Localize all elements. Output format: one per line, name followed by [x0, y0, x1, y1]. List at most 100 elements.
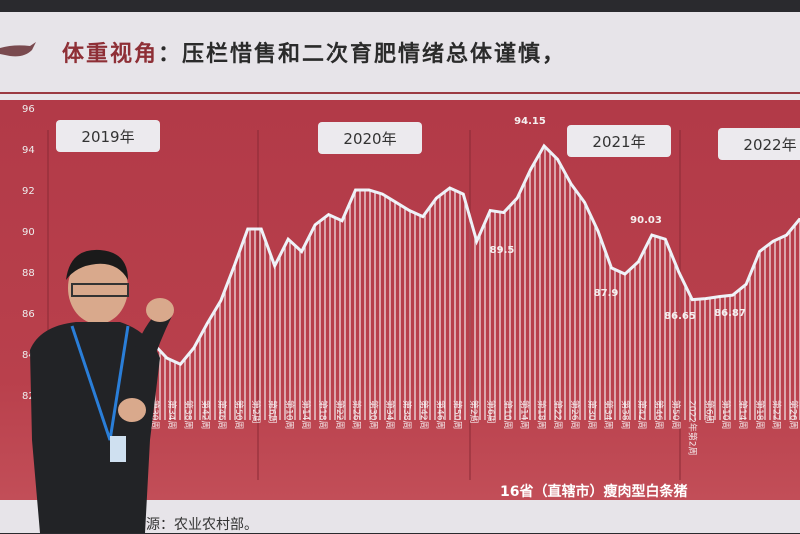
data-point	[246, 228, 249, 230]
x-tick-label: 第38周	[183, 400, 195, 429]
data-point	[260, 228, 263, 230]
data-point	[691, 298, 694, 301]
x-tick-label: 第26周	[351, 400, 363, 429]
x-tick-label: 第50周	[233, 400, 245, 429]
data-point	[489, 209, 492, 212]
data-point	[731, 294, 734, 296]
data-point	[475, 240, 478, 243]
data-point	[435, 197, 438, 199]
x-tick-label: 第42周	[418, 400, 430, 429]
title-divider	[0, 92, 800, 94]
data-point	[273, 265, 276, 267]
pig-logo-icon	[0, 42, 36, 57]
year-label: 2020年	[343, 130, 396, 148]
year-box	[567, 125, 671, 157]
data-point	[610, 267, 613, 269]
data-point	[354, 189, 357, 191]
data-point	[368, 189, 370, 191]
y-tick-label: 82	[22, 391, 35, 402]
data-point	[422, 215, 424, 218]
x-tick-label: 第10周	[720, 400, 732, 429]
data-point	[300, 250, 303, 253]
data-point	[745, 283, 747, 286]
data-label: 86.65	[664, 311, 696, 322]
data-point	[624, 273, 626, 275]
x-tick-label: 第14周	[737, 400, 749, 429]
data-point	[179, 363, 182, 366]
data-point	[758, 250, 761, 253]
year-box	[318, 122, 422, 154]
y-tick-label: 88	[22, 268, 35, 279]
x-tick-label: 第18周	[535, 400, 547, 429]
x-tick-label: 第14周	[300, 400, 312, 429]
year-label: 2021年	[592, 133, 645, 151]
x-tick-label: 第30周	[367, 400, 379, 429]
data-point	[677, 271, 680, 273]
data-point	[193, 347, 195, 349]
data-point	[287, 238, 289, 240]
x-tick-label: 第38周	[401, 400, 413, 429]
y-tick-label: 84	[22, 350, 35, 361]
presenter	[30, 249, 174, 533]
data-point	[448, 187, 451, 189]
y-tick-label: 96	[22, 104, 35, 115]
x-tick-label: 第50周	[451, 400, 463, 429]
x-tick-label: 第42周	[199, 400, 211, 429]
data-point	[516, 197, 518, 199]
data-point	[664, 238, 667, 240]
data-label: 89.5	[490, 245, 515, 256]
y-tick-label: 94	[22, 145, 35, 156]
data-point	[206, 322, 209, 325]
x-tick-label: 第30周	[586, 400, 598, 429]
series-line	[139, 143, 800, 367]
data-point	[220, 299, 222, 302]
data-point	[502, 211, 505, 214]
x-tick-label: 第34周	[166, 400, 178, 429]
data-point	[327, 213, 330, 216]
y-tick-label: 86	[22, 309, 35, 320]
x-tick-label: 第22周	[334, 400, 346, 429]
slide-header: 体重视角：压栏惜售和二次育肥情绪总体谨慎，	[0, 12, 800, 96]
x-tick-label: 第50周	[670, 400, 682, 429]
data-label: 86.87	[714, 308, 746, 319]
data-point	[570, 183, 572, 185]
data-point	[166, 357, 168, 359]
data-point	[583, 201, 586, 204]
x-tick-label: 第6周	[703, 400, 715, 424]
x-tick-label: 2022年第2周	[687, 400, 699, 456]
data-point	[381, 193, 384, 195]
x-tick-label: 第22周	[552, 400, 564, 429]
footer-label: 16省（直辖市）瘦肉型白条猪	[500, 483, 687, 500]
year-box	[718, 128, 800, 160]
data-point	[651, 234, 653, 236]
x-tick-label: 第10周	[502, 400, 514, 429]
data-label: 87.9	[594, 288, 619, 299]
data-point	[543, 145, 545, 147]
x-tick-label: 第46周	[216, 400, 228, 429]
data-point	[704, 297, 707, 300]
x-tick-label: 第10周	[283, 400, 295, 429]
y-tick-label: 92	[22, 186, 35, 197]
x-tick-label: 第14周	[519, 400, 531, 429]
x-tick-label: 第42周	[636, 400, 648, 429]
data-point	[529, 168, 532, 171]
year-label: 2019年	[81, 128, 134, 146]
data-point	[556, 158, 559, 161]
data-point	[785, 234, 788, 236]
data-point	[408, 209, 411, 212]
year-box	[56, 120, 160, 152]
data-point	[395, 201, 397, 204]
data-point	[233, 265, 236, 267]
slide-title: 体重视角：压栏惜售和二次育肥情绪总体谨慎，	[62, 41, 567, 67]
data-point	[637, 260, 640, 263]
x-tick-label: 第46周	[653, 400, 665, 429]
x-tick-label: 第46周	[435, 400, 447, 429]
x-tick-label: 第6周	[267, 400, 279, 424]
y-tick-label: 90	[22, 227, 35, 238]
data-point	[772, 240, 774, 243]
x-tick-label: 第34周	[384, 400, 396, 429]
source-note: 源：农业农村部。	[146, 517, 258, 533]
x-tick-label: 第34周	[603, 400, 615, 429]
data-point	[462, 193, 465, 195]
